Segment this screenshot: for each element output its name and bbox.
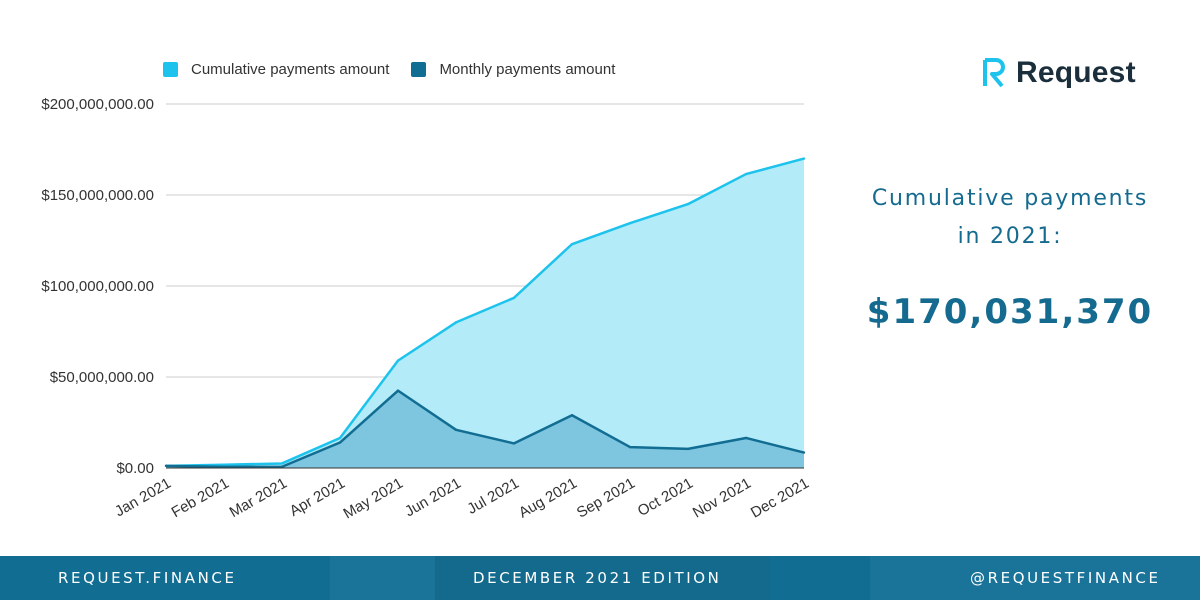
data-point (802, 157, 806, 160)
x-tick-label: Apr 2021 (287, 475, 348, 520)
footer-handle: @REQUESTFINANCE (970, 569, 1161, 587)
y-tick-label: $150,000,000.00 (41, 187, 154, 204)
data-point (454, 428, 458, 431)
y-tick-label: $50,000,000.00 (50, 369, 154, 386)
data-point (570, 414, 574, 417)
chart-legend: Cumulative payments amount Monthly payme… (163, 58, 637, 80)
x-tick-label: Jul 2021 (464, 475, 522, 518)
summary-total-value: $170,031,370 (866, 292, 1154, 332)
footer-edition: DECEMBER 2021 EDITION (473, 569, 722, 587)
series-area-0 (166, 158, 804, 468)
x-tick-label: Nov 2021 (690, 475, 754, 522)
x-tick-label: Jan 2021 (112, 475, 174, 521)
data-point (164, 464, 168, 468)
series-line-0 (165, 157, 805, 468)
y-tick-label: $200,000,000.00 (41, 96, 154, 113)
brand-name: Request (1016, 56, 1136, 89)
data-point (570, 242, 574, 246)
brand-logo: Request (983, 56, 1136, 90)
legend-label-cumulative: Cumulative payments amount (191, 60, 390, 78)
footer-band-mid (330, 556, 435, 600)
x-tick-label: Aug 2021 (516, 475, 580, 522)
request-r-logo-icon (983, 58, 1005, 88)
x-tick-label: Mar 2021 (227, 475, 290, 521)
data-point (512, 296, 516, 300)
chart: $0.00 $50,000,000.00 $100,000,000.00 $150,0… (41, 96, 812, 523)
data-point (396, 359, 400, 362)
y-tick-label: $0.00 (116, 460, 154, 477)
legend-item-monthly: Monthly payments amount (411, 61, 615, 78)
legend-swatch-monthly (411, 61, 427, 77)
x-tick-label: May 2021 (340, 475, 406, 523)
data-point (628, 222, 632, 225)
data-point (454, 321, 458, 324)
y-axis-labels: $0.00 $50,000,000.00 $100,000,000.00 $150,0… (41, 96, 154, 477)
y-tick-label: $100,000,000.00 (41, 278, 154, 295)
data-point (744, 172, 748, 176)
x-tick-label: Oct 2021 (635, 475, 696, 520)
data-point (338, 441, 342, 444)
chart-areas (164, 157, 806, 469)
footer-band-left (0, 556, 330, 600)
data-point (396, 389, 400, 392)
data-point (628, 445, 632, 449)
data-point (802, 451, 806, 454)
data-point (686, 447, 690, 451)
data-point (338, 436, 342, 440)
x-tick-label: Feb 2021 (169, 475, 232, 521)
data-point (686, 202, 690, 206)
data-point (280, 465, 284, 468)
data-point (744, 436, 748, 440)
footer-website: REQUEST.FINANCE (58, 569, 237, 587)
footer-band-right (870, 556, 1200, 600)
series-line-1 (165, 389, 805, 469)
footer-band-center (435, 556, 770, 600)
cumulative-summary: Cumulative payments in 2021: $170,031,37… (845, 180, 1175, 332)
x-tick-label: Dec 2021 (748, 475, 812, 522)
summary-label-line2: in 2021: (957, 224, 1063, 249)
x-tick-label: Sep 2021 (574, 475, 638, 522)
x-tick-label: Jun 2021 (402, 475, 464, 521)
data-point (280, 462, 284, 465)
legend-item-cumulative: Cumulative payments amount (163, 61, 389, 78)
footer-bar: REQUEST.FINANCE DECEMBER 2021 EDITION @R… (0, 556, 1200, 600)
legend-label-monthly: Monthly payments amount (439, 60, 616, 78)
data-point (512, 442, 516, 445)
summary-label-line1: Cumulative payments (871, 186, 1149, 211)
legend-swatch-cumulative (163, 61, 178, 77)
data-point (222, 463, 226, 466)
